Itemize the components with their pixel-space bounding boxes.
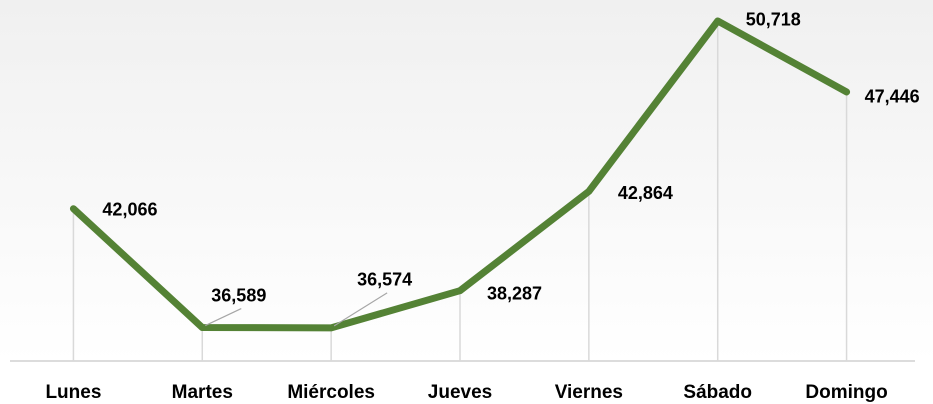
plot-background [0, 0, 933, 362]
line [69, 17, 851, 332]
data-label: 38,287 [487, 283, 542, 303]
x-tick-label: Sábado [683, 382, 752, 403]
x-tick-label: Martes [172, 382, 233, 403]
x-tick-label: Miércoles [287, 382, 375, 403]
x-tick-label: Lunes [45, 382, 101, 403]
data-label: 42,066 [102, 199, 157, 219]
leader-line [333, 292, 388, 327]
data-label: 36,589 [211, 285, 266, 305]
x-tick-label: Jueves [428, 382, 492, 403]
leader-line [205, 307, 242, 327]
x-tick-label: Viernes [555, 382, 623, 403]
data-label: 50,718 [746, 10, 801, 30]
data-label: 36,574 [357, 270, 412, 290]
data-label: 47,446 [865, 87, 920, 107]
data-label: 42,864 [618, 183, 673, 203]
x-tick-label: Domingo [805, 382, 887, 403]
